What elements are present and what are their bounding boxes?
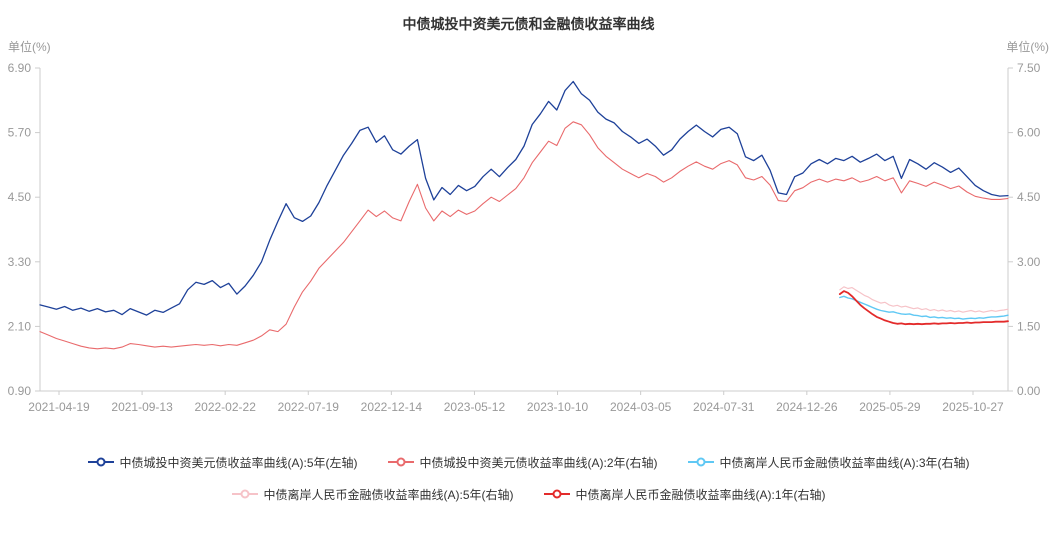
chart-title: 中债城投中资美元债和金融债收益率曲线 — [402, 16, 655, 32]
legend-marker-icon — [87, 457, 114, 467]
left-axis-unit-label: 单位(%) — [8, 40, 51, 54]
legend-item-series-4[interactable]: 中债离岸人民币金融债收益率曲线(A):1年(右轴) — [543, 486, 826, 503]
x-axis-tick-label: 2025-10-27 — [942, 400, 1004, 414]
legend-label: 中债城投中资美元债收益率曲线(A):2年(右轴) — [419, 455, 658, 470]
legend-item-series-3[interactable]: 中债离岸人民币金融债收益率曲线(A):5年(右轴) — [231, 486, 514, 503]
legend-item-series-0[interactable]: 中债城投中资美元债收益率曲线(A):5年(左轴) — [87, 454, 358, 471]
series-line-4 — [838, 290, 1009, 326]
x-axis-tick-label: 2024-07-31 — [693, 400, 755, 414]
x-axis-tick-label: 2022-07-19 — [278, 400, 340, 414]
left-axis-tick-label: 3.30 — [8, 255, 32, 269]
legend-marker-icon — [387, 457, 414, 467]
series-line-1 — [39, 121, 1009, 350]
x-axis-tick-label: 2021-04-19 — [28, 400, 90, 414]
right-axis-tick-label: 7.50 — [1017, 61, 1041, 75]
legend-label: 中债离岸人民币金融债收益率曲线(A):3年(右轴) — [719, 455, 970, 470]
series-line-0 — [39, 80, 1009, 316]
left-axis-tick-label: 2.10 — [8, 319, 32, 333]
x-axis-tick-label: 2024-03-05 — [610, 400, 672, 414]
left-axis-tick-label: 6.90 — [8, 61, 32, 75]
x-axis-tick-label: 2022-02-22 — [194, 400, 256, 414]
left-axis-tick-label: 5.70 — [8, 126, 32, 140]
right-axis-tick-label: 0.00 — [1017, 384, 1041, 398]
legend-marker-icon — [543, 489, 570, 499]
right-axis-tick-label: 1.50 — [1017, 319, 1041, 333]
left-axis-tick-label: 0.90 — [8, 384, 32, 398]
legend-row-1: 中债城投中资美元债收益率曲线(A):5年(左轴) 中债城投中资美元债收益率曲线(A… — [0, 450, 1057, 474]
left-axis-tick-label: 4.50 — [8, 190, 32, 204]
legend-label: 中债城投中资美元债收益率曲线(A):5年(左轴) — [119, 455, 358, 470]
series-line-2 — [839, 295, 1009, 320]
legend-label: 中债离岸人民币金融债收益率曲线(A):1年(右轴) — [575, 487, 826, 502]
x-axis-tick-label: 2021-09-13 — [111, 400, 173, 414]
right-axis-tick-label: 6.00 — [1017, 126, 1041, 140]
legend-marker-icon — [687, 457, 714, 467]
legend-item-series-1[interactable]: 中债城投中资美元债收益率曲线(A):2年(右轴) — [387, 454, 658, 471]
x-axis-tick-label: 2023-10-10 — [527, 400, 589, 414]
legend-row-2: 中债离岸人民币金融债收益率曲线(A):5年(右轴) 中债离岸人民币金融债收益率曲线… — [0, 482, 1057, 506]
right-axis-unit-label: 单位(%) — [1006, 40, 1049, 54]
legend-item-series-2[interactable]: 中债离岸人民币金融债收益率曲线(A):3年(右轴) — [687, 454, 970, 471]
chart-legend: 中债城投中资美元债收益率曲线(A):5年(左轴) 中债城投中资美元债收益率曲线(A… — [0, 450, 1057, 514]
right-axis-tick-label: 4.50 — [1017, 190, 1041, 204]
x-axis-tick-label: 2023-05-12 — [444, 400, 506, 414]
x-axis-tick-label: 2024-12-26 — [776, 400, 838, 414]
x-axis-tick-label: 2022-12-14 — [361, 400, 423, 414]
legend-marker-icon — [231, 489, 258, 499]
legend-label: 中债离岸人民币金融债收益率曲线(A):5年(右轴) — [263, 487, 514, 502]
x-axis-tick-label: 2025-05-29 — [859, 400, 921, 414]
series-line-3 — [839, 286, 1009, 313]
right-axis-tick-label: 3.00 — [1017, 255, 1041, 269]
